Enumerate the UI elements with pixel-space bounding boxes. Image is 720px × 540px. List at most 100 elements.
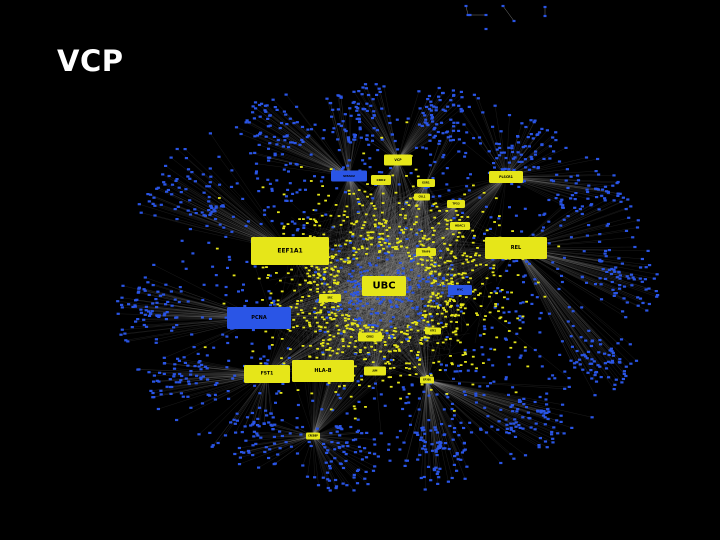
network-node	[587, 224, 591, 227]
network-edge	[515, 247, 593, 360]
network-edge	[455, 203, 467, 290]
network-edge	[371, 298, 434, 332]
network-node	[126, 340, 130, 343]
network-node	[310, 128, 313, 131]
network-node	[245, 416, 250, 419]
network-edge	[356, 203, 457, 342]
network-node	[151, 302, 155, 305]
network-node	[630, 284, 634, 287]
network-edge	[397, 105, 459, 161]
network-node	[453, 455, 457, 458]
network-node	[449, 99, 453, 102]
network-edge	[369, 304, 438, 338]
network-edge	[360, 307, 434, 332]
network-node	[406, 117, 410, 120]
network-node	[246, 220, 250, 223]
network-node	[190, 171, 194, 174]
network-edge	[426, 338, 440, 381]
network-node	[331, 108, 335, 111]
network-node	[515, 410, 519, 413]
network-node	[396, 148, 400, 151]
network-node	[295, 105, 299, 108]
network-node	[197, 433, 201, 436]
network-node	[486, 415, 490, 418]
network-node	[155, 301, 159, 304]
network-node	[512, 168, 516, 171]
network-node	[267, 290, 271, 293]
network-node	[451, 438, 455, 441]
network-node	[273, 106, 277, 109]
network-edge	[425, 140, 451, 184]
network-node	[551, 374, 555, 377]
network-node	[276, 139, 280, 142]
network-edge	[374, 256, 386, 372]
network-node	[569, 335, 573, 338]
network-node	[427, 94, 432, 98]
network-edge	[413, 176, 507, 219]
network-node	[270, 187, 274, 190]
network-edge	[397, 159, 407, 351]
network-node	[409, 172, 413, 175]
network-node	[208, 167, 212, 170]
network-node	[289, 162, 292, 165]
network-node	[393, 139, 397, 143]
network-node	[422, 475, 426, 479]
network-node	[250, 342, 254, 345]
network-node	[281, 145, 285, 148]
network-edge	[397, 159, 457, 271]
network-node	[620, 381, 624, 384]
network-node	[307, 440, 311, 444]
network-edge	[469, 106, 507, 178]
network-edge	[325, 182, 427, 308]
network-node	[255, 301, 259, 304]
network-node	[170, 193, 174, 196]
network-edge	[496, 176, 507, 282]
network-node	[321, 176, 325, 179]
network-node	[159, 203, 163, 206]
network-node	[335, 426, 339, 429]
network-node	[445, 364, 448, 367]
network-node	[498, 146, 502, 149]
network-node	[263, 450, 267, 454]
network-edge	[312, 256, 365, 437]
network-edge	[312, 294, 407, 437]
network-node	[387, 448, 390, 451]
network-node	[517, 160, 521, 163]
network-edge	[315, 303, 324, 372]
network-edge	[447, 203, 457, 266]
network-edge	[333, 282, 428, 381]
network-node	[518, 315, 522, 318]
network-node	[451, 89, 455, 92]
network-node	[533, 428, 537, 431]
network-node	[137, 203, 141, 206]
network-node	[478, 196, 482, 199]
network-node	[272, 303, 276, 306]
network-edge	[379, 203, 457, 275]
network-node	[654, 290, 658, 293]
network-node	[550, 433, 554, 436]
network-edge	[351, 260, 434, 332]
network-node	[268, 182, 272, 185]
network-node	[552, 150, 556, 153]
network-edge	[312, 211, 428, 437]
network-node	[550, 430, 554, 434]
network-node	[570, 426, 574, 429]
network-edge	[348, 175, 415, 281]
network-edge	[253, 106, 350, 177]
network-edge	[374, 239, 394, 372]
network-edge	[372, 247, 517, 329]
network-node	[529, 155, 533, 158]
network-node	[437, 86, 441, 90]
network-node	[481, 111, 485, 114]
network-edge	[383, 206, 414, 287]
network-node	[604, 367, 609, 370]
network-edge	[363, 263, 434, 332]
network-node	[502, 311, 506, 314]
network-node	[529, 119, 533, 122]
network-node	[493, 104, 497, 107]
network-node	[532, 165, 536, 169]
network-node	[538, 331, 542, 334]
network-node	[564, 179, 568, 182]
network-edge	[413, 220, 428, 381]
network-node	[179, 392, 183, 395]
